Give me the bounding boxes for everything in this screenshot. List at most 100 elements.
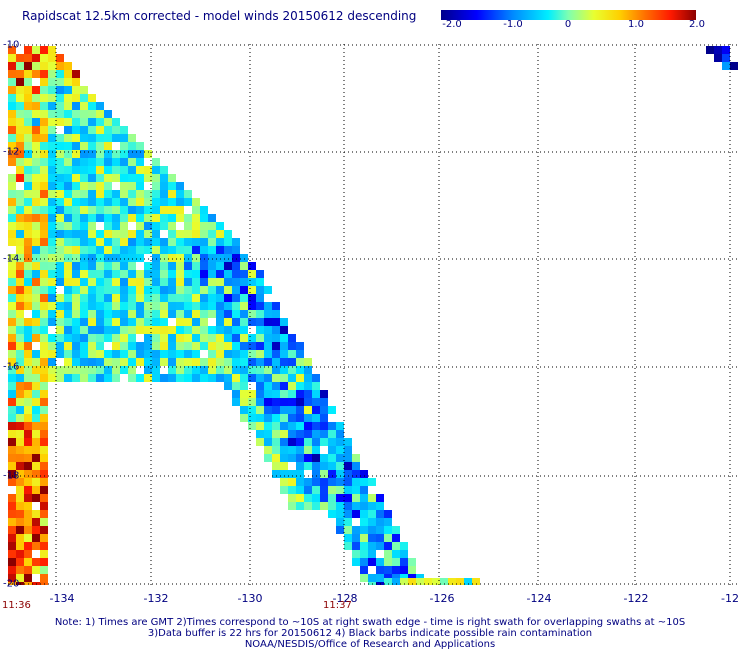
- swath-cell: [56, 310, 64, 318]
- swath-cell: [104, 334, 112, 342]
- swath-cell: [128, 302, 136, 310]
- swath-cell: [24, 62, 32, 70]
- lon-tick-label: -128: [332, 592, 358, 605]
- swath-cell: [192, 358, 200, 366]
- swath-cell: [344, 486, 352, 494]
- swath-cell: [320, 406, 328, 414]
- swath-cell: [168, 294, 176, 302]
- swath-cell: [168, 190, 176, 198]
- swath-cell: [120, 358, 128, 366]
- swath-cell: [256, 358, 264, 366]
- swath-cell: [264, 342, 272, 350]
- swath-cell: [40, 126, 48, 134]
- swath-cell: [32, 150, 40, 158]
- swath-cell: [16, 470, 24, 478]
- swath-cell: [144, 302, 152, 310]
- swath-cell: [80, 86, 88, 94]
- swath-cell: [240, 398, 248, 406]
- swath-cell: [200, 206, 208, 214]
- swath-cell: [192, 206, 200, 214]
- swath-cell: [32, 46, 40, 54]
- swath-cell: [216, 254, 224, 262]
- swath-cell: [152, 254, 160, 262]
- swath-cell: [80, 270, 88, 278]
- swath-cell: [72, 198, 80, 206]
- swath-cell: [24, 334, 32, 342]
- swath-cell: [40, 142, 48, 150]
- swath-cell: [328, 486, 336, 494]
- swath-cell: [296, 470, 304, 478]
- swath-cell: [80, 182, 88, 190]
- swath-cell: [344, 454, 352, 462]
- swath-cell: [48, 278, 56, 286]
- swath-cell: [232, 262, 240, 270]
- swath-cell: [48, 190, 56, 198]
- swath-cell: [56, 374, 64, 382]
- swath-cell: [96, 262, 104, 270]
- swath-cell: [144, 190, 152, 198]
- swath-cell: [56, 54, 64, 62]
- swath-cell: [48, 358, 56, 366]
- swath-cell: [48, 222, 56, 230]
- swath-cell: [192, 342, 200, 350]
- swath-cell: [88, 198, 96, 206]
- swath-cell: [368, 518, 376, 526]
- swath-cell: [320, 438, 328, 446]
- swath-cell: [136, 230, 144, 238]
- swath-cell: [152, 350, 160, 358]
- swath-cell: [336, 510, 344, 518]
- swath-cell: [296, 502, 304, 510]
- swath-cell: [160, 374, 168, 382]
- swath-cell: [32, 374, 40, 382]
- swath-cell: [360, 470, 368, 478]
- swath-cell: [72, 238, 80, 246]
- swath-cell: [8, 102, 16, 110]
- swath-cell: [16, 174, 24, 182]
- swath-cell: [16, 574, 24, 582]
- swath-cell: [272, 454, 280, 462]
- swath-cell: [256, 374, 264, 382]
- swath-cell: [360, 518, 368, 526]
- swath-cell: [64, 294, 72, 302]
- swath-cell: [224, 230, 232, 238]
- swath-cell: [248, 374, 256, 382]
- swath-time-label: 11:37: [323, 600, 352, 611]
- swath-cell: [24, 398, 32, 406]
- swath-cell: [80, 174, 88, 182]
- swath-cell: [144, 294, 152, 302]
- swath-cell: [208, 294, 216, 302]
- swath-cell: [8, 446, 16, 454]
- swath-cell: [88, 214, 96, 222]
- swath-cell: [104, 262, 112, 270]
- swath-cell: [16, 262, 24, 270]
- swath-cell: [240, 350, 248, 358]
- swath-cell: [272, 374, 280, 382]
- swath-cell: [248, 278, 256, 286]
- swath-cell: [200, 254, 208, 262]
- swath-cell: [256, 294, 264, 302]
- swath-cell: [176, 214, 184, 222]
- swath-cell: [144, 198, 152, 206]
- swath-cell: [40, 334, 48, 342]
- swath-cell: [96, 302, 104, 310]
- swath-cell: [8, 302, 16, 310]
- swath-cell: [48, 94, 56, 102]
- swath-cell: [128, 158, 136, 166]
- swath-cell: [184, 254, 192, 262]
- swath-cell: [264, 382, 272, 390]
- swath-cell: [256, 422, 264, 430]
- swath-cell: [168, 206, 176, 214]
- swath-cell: [16, 398, 24, 406]
- swath-cell: [32, 110, 40, 118]
- swath-cell: [288, 422, 296, 430]
- swath-cell: [224, 318, 232, 326]
- swath-cell: [96, 110, 104, 118]
- swath-cell: [40, 446, 48, 454]
- swath-cell: [120, 246, 128, 254]
- swath-cell: [72, 126, 80, 134]
- swath-cell: [232, 374, 240, 382]
- swath-cell: [184, 302, 192, 310]
- swath-cell: [232, 318, 240, 326]
- swath-cell: [722, 54, 730, 62]
- swath-cell: [56, 174, 64, 182]
